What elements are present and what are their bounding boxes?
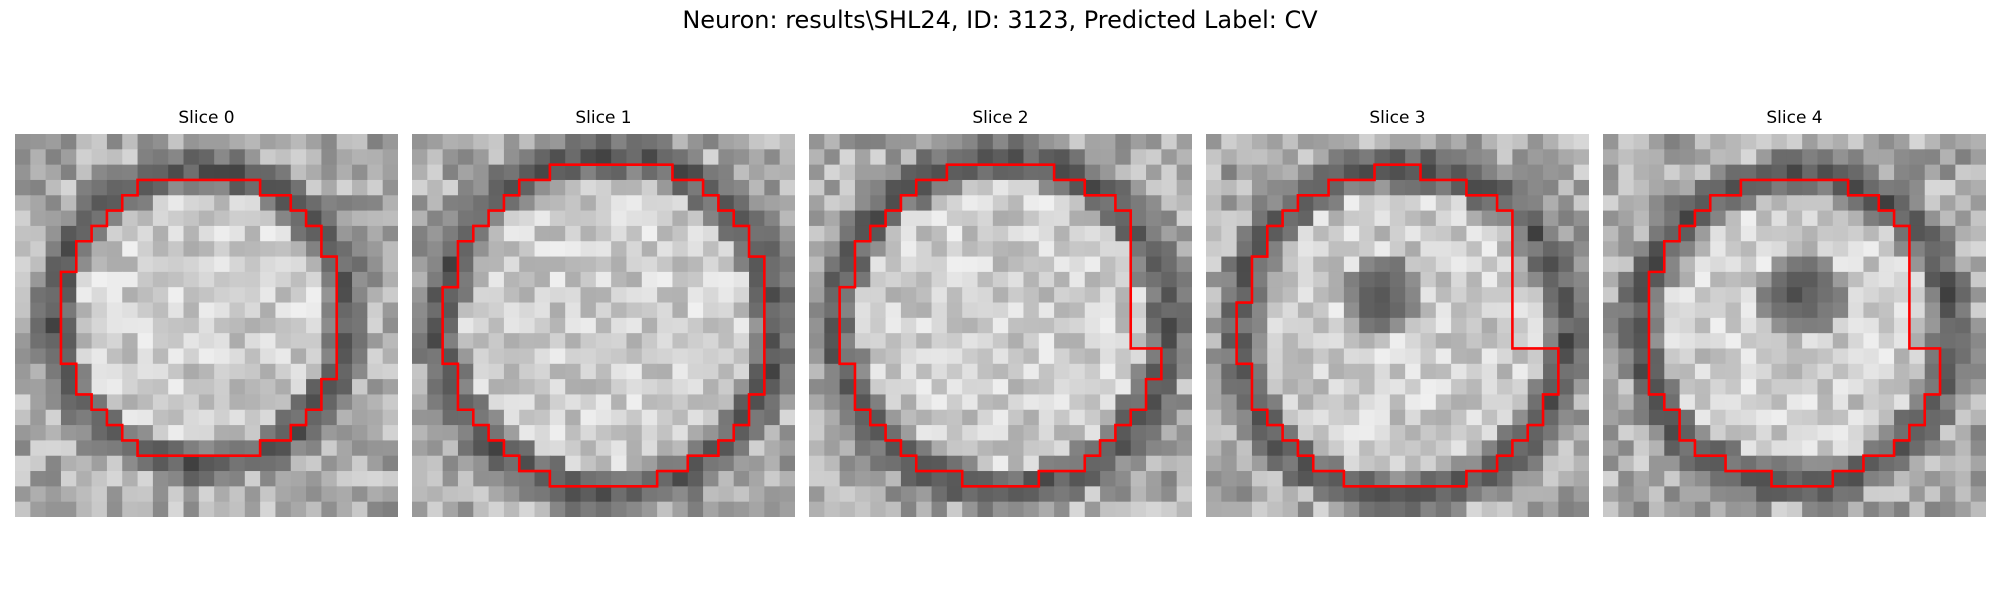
slice-pixels: [809, 134, 1192, 517]
slice-title: Slice 4: [1603, 108, 1986, 128]
slice-image: [1206, 134, 1589, 517]
slice-title: Slice 2: [809, 108, 1192, 128]
slice-title: Slice 1: [412, 108, 795, 128]
slice-image: [412, 134, 795, 517]
slice-pixels: [1206, 134, 1589, 517]
slice-image: [15, 134, 398, 517]
slice-image: [1603, 134, 1986, 517]
slice-image: [809, 134, 1192, 517]
slice-title: Slice 3: [1206, 108, 1589, 128]
slice-pixels: [15, 134, 398, 517]
slice-pixels: [1603, 134, 1986, 517]
slice-title: Slice 0: [15, 108, 398, 128]
figure-title: Neuron: results\SHL24, ID: 3123, Predict…: [0, 6, 2000, 34]
slice-pixels: [412, 134, 795, 517]
